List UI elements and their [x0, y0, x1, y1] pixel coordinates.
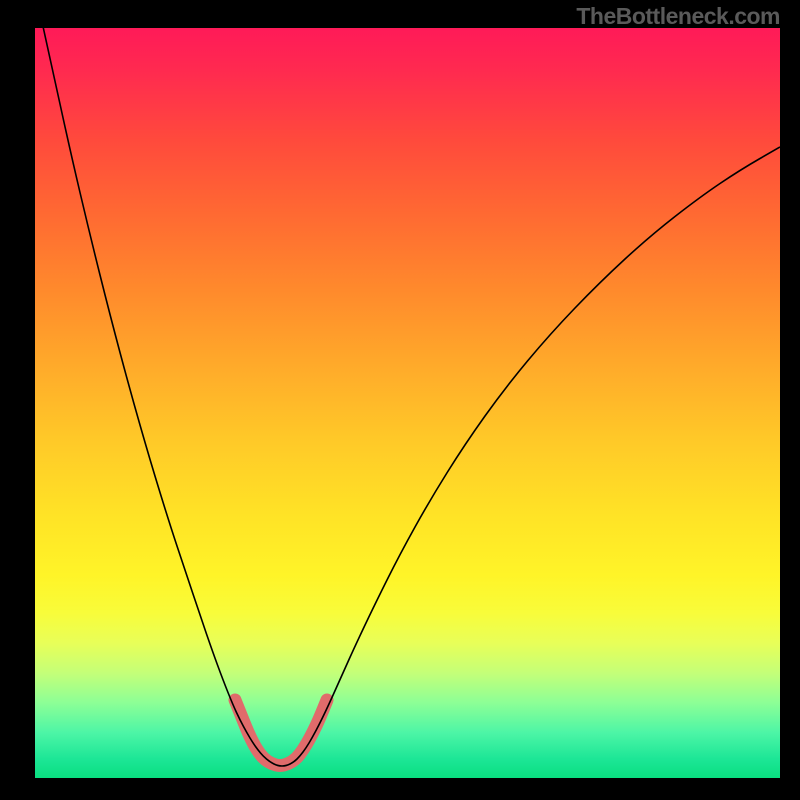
watermark-text: TheBottleneck.com: [576, 3, 780, 30]
chart-container: TheBottleneck.com: [0, 0, 800, 800]
plot-background: [35, 28, 780, 778]
chart-svg: [0, 0, 800, 800]
